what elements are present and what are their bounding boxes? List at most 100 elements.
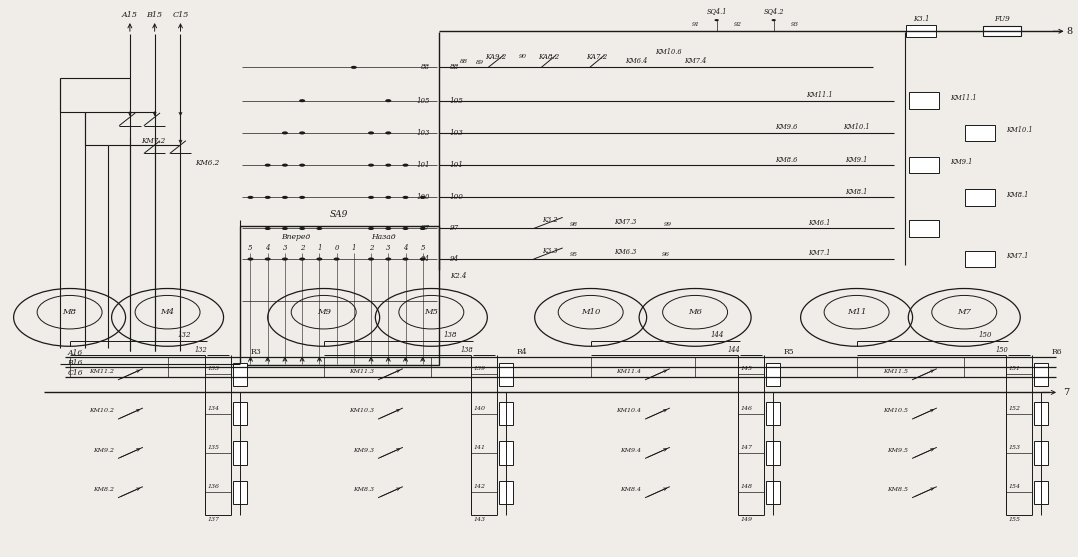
Text: 103: 103 — [417, 129, 430, 137]
Circle shape — [248, 196, 253, 199]
Bar — [233, 441, 247, 465]
Text: M7: M7 — [957, 308, 971, 316]
Text: R4: R4 — [516, 348, 527, 356]
Text: 138: 138 — [444, 331, 457, 339]
Text: KM8.1: KM8.1 — [845, 188, 868, 196]
Text: M9: M9 — [317, 308, 331, 316]
Text: 3: 3 — [386, 244, 390, 252]
Circle shape — [299, 227, 305, 230]
Text: 8: 8 — [1067, 27, 1073, 36]
Text: 143: 143 — [473, 516, 485, 521]
Circle shape — [299, 257, 305, 261]
Text: KM11.1: KM11.1 — [951, 94, 977, 102]
Text: 101: 101 — [417, 161, 430, 169]
Circle shape — [715, 19, 719, 21]
Bar — [499, 441, 513, 465]
Text: 98: 98 — [569, 222, 578, 227]
Text: KM10.4: KM10.4 — [616, 408, 640, 413]
Text: 132: 132 — [195, 346, 207, 354]
Text: KM9.6: KM9.6 — [775, 123, 798, 131]
Text: 154: 154 — [1008, 484, 1021, 489]
Text: Вперед: Вперед — [281, 233, 310, 241]
Text: M5: M5 — [425, 308, 439, 316]
Text: 88: 88 — [421, 63, 430, 71]
Text: 105: 105 — [450, 97, 464, 105]
Text: M8: M8 — [63, 308, 77, 316]
Text: KM8.4: KM8.4 — [620, 487, 640, 492]
Bar — [765, 363, 779, 386]
Circle shape — [402, 257, 409, 261]
Text: R3: R3 — [250, 348, 261, 356]
Circle shape — [299, 164, 305, 167]
Circle shape — [333, 257, 340, 261]
Text: M11: M11 — [847, 308, 867, 316]
Text: 2: 2 — [369, 244, 373, 252]
Text: 141: 141 — [473, 445, 485, 450]
Text: M6: M6 — [688, 308, 702, 316]
Text: 1: 1 — [317, 244, 321, 252]
Bar — [233, 402, 247, 425]
Circle shape — [282, 196, 288, 199]
Text: KM10.6: KM10.6 — [654, 48, 681, 56]
Text: KM11.3: KM11.3 — [349, 369, 374, 374]
Text: 137: 137 — [207, 516, 220, 521]
Bar — [910, 220, 940, 237]
Text: 152: 152 — [1008, 405, 1021, 411]
Text: K2.4: K2.4 — [450, 272, 466, 280]
Text: B15: B15 — [147, 11, 163, 18]
Text: 0: 0 — [334, 244, 338, 252]
Text: 133: 133 — [207, 366, 220, 371]
Text: KM8.5: KM8.5 — [887, 487, 908, 492]
Text: A15: A15 — [122, 11, 138, 18]
Text: 92: 92 — [734, 22, 742, 27]
Text: 149: 149 — [741, 516, 752, 521]
Bar — [233, 363, 247, 386]
Text: 139: 139 — [473, 366, 485, 371]
Circle shape — [350, 66, 357, 69]
Circle shape — [419, 257, 426, 261]
Circle shape — [299, 131, 305, 134]
Text: 150: 150 — [979, 331, 992, 339]
Text: KM9.5: KM9.5 — [887, 448, 908, 453]
Circle shape — [402, 196, 409, 199]
Circle shape — [282, 257, 288, 261]
Text: 144: 144 — [728, 346, 741, 354]
Circle shape — [368, 257, 374, 261]
Bar — [965, 189, 995, 206]
Text: 155: 155 — [1008, 516, 1021, 521]
Text: M10: M10 — [581, 308, 600, 316]
Text: 89: 89 — [475, 60, 484, 65]
Text: 142: 142 — [473, 484, 485, 489]
Text: A16: A16 — [68, 349, 83, 357]
Bar — [499, 402, 513, 425]
Text: 88: 88 — [459, 59, 468, 64]
Text: 4: 4 — [265, 244, 270, 252]
Text: KM11.2: KM11.2 — [88, 369, 114, 374]
Text: SQ4.2: SQ4.2 — [763, 7, 784, 15]
Text: 96: 96 — [662, 252, 671, 257]
Text: KM10.2: KM10.2 — [88, 408, 114, 413]
Text: 2: 2 — [300, 244, 304, 252]
Text: K3.1: K3.1 — [913, 15, 929, 23]
Text: KM8.1: KM8.1 — [1006, 190, 1028, 199]
Text: 105: 105 — [417, 97, 430, 105]
Text: KM6.2: KM6.2 — [195, 159, 220, 167]
Text: 97: 97 — [450, 224, 459, 232]
Circle shape — [368, 196, 374, 199]
Bar — [910, 92, 940, 109]
Text: KM10.1: KM10.1 — [1006, 126, 1033, 134]
Bar — [499, 481, 513, 504]
Bar — [765, 441, 779, 465]
Text: 101: 101 — [450, 161, 464, 169]
Circle shape — [385, 99, 391, 102]
Text: 153: 153 — [1008, 445, 1021, 450]
Text: 144: 144 — [710, 331, 724, 339]
Text: SA9: SA9 — [330, 210, 348, 219]
Text: 100: 100 — [450, 193, 464, 202]
Text: KM6.3: KM6.3 — [614, 248, 636, 256]
Text: K3.2: K3.2 — [542, 216, 557, 224]
Text: KM6.1: KM6.1 — [807, 219, 830, 227]
Circle shape — [385, 131, 391, 134]
Text: 5: 5 — [420, 244, 425, 252]
Text: 3: 3 — [282, 244, 287, 252]
